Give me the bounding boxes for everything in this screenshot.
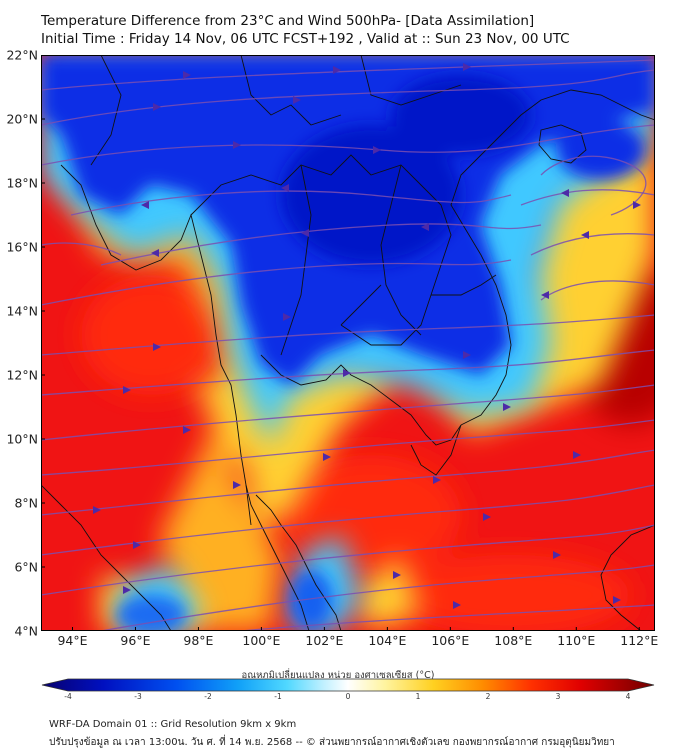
title-line-1: Temperature Difference from 23°C and Win… <box>41 13 535 29</box>
lon-tick-label: 108°E <box>494 633 533 648</box>
chart-title: Temperature Difference from 23°C and Win… <box>41 12 570 48</box>
lat-tick-label: 6°N <box>14 559 38 575</box>
colorbar-tick-label: 0 <box>345 692 351 701</box>
title-line-2: Initial Time : Friday 14 Nov, 06 UTC FCS… <box>41 31 570 47</box>
lat-tick-label: 18°N <box>6 175 38 191</box>
map-plot[interactable] <box>41 55 655 631</box>
lon-tick-label: 94°E <box>57 633 88 648</box>
footer-line-2: ปรับปรุงข้อมูล ณ เวลา 13:00น. วัน ศ. ที่… <box>49 737 615 748</box>
lat-tick-label: 4°N <box>14 623 38 639</box>
lon-tick-label: 98°E <box>183 633 214 648</box>
colorbar-tick-label: -4 <box>64 692 72 701</box>
colorbar-tick-label: -1 <box>274 692 282 701</box>
lon-tick-label: 104°E <box>368 633 407 648</box>
colorbar-tick-label: 1 <box>415 692 421 701</box>
map-canvas <box>41 55 655 631</box>
colorbar-tick-label: -3 <box>134 692 142 701</box>
temperature-field <box>41 55 655 631</box>
colorbar-tick-label: 2 <box>485 692 491 701</box>
lat-tick-label: 14°N <box>6 303 38 319</box>
colorbar-label: อุณหภูมิเปลี่ยนแปลง หน่วย องศาเซลเซียส (… <box>241 670 435 681</box>
coastlines <box>41 55 655 631</box>
colorbar-tick-label: 4 <box>625 692 631 701</box>
lat-tick-label: 16°N <box>6 239 38 255</box>
lon-tick-label: 96°E <box>120 633 151 648</box>
lat-tick-label: 8°N <box>14 495 38 511</box>
lon-tick-label: 106°E <box>431 633 470 648</box>
colorbar <box>41 678 655 692</box>
colorbar-tick-label: -2 <box>204 692 212 701</box>
lat-tick-label: 12°N <box>6 367 38 383</box>
footer-line-1: WRF-DA Domain 01 :: Grid Resolution 9km … <box>49 719 297 730</box>
wind-arrows <box>93 63 641 609</box>
lat-tick-label: 10°N <box>6 431 38 447</box>
colorbar-tick-label: 3 <box>555 692 561 701</box>
lon-tick-label: 110°E <box>557 633 596 648</box>
wind-streamlines <box>41 59 655 631</box>
lon-tick-label: 100°E <box>242 633 281 648</box>
lat-tick-label: 20°N <box>6 111 38 127</box>
lon-tick-label: 112°E <box>620 633 659 648</box>
plot-frame <box>41 55 655 631</box>
tick-marks <box>41 55 640 631</box>
lat-tick-label: 22°N <box>6 47 38 63</box>
lon-tick-label: 102°E <box>305 633 344 648</box>
